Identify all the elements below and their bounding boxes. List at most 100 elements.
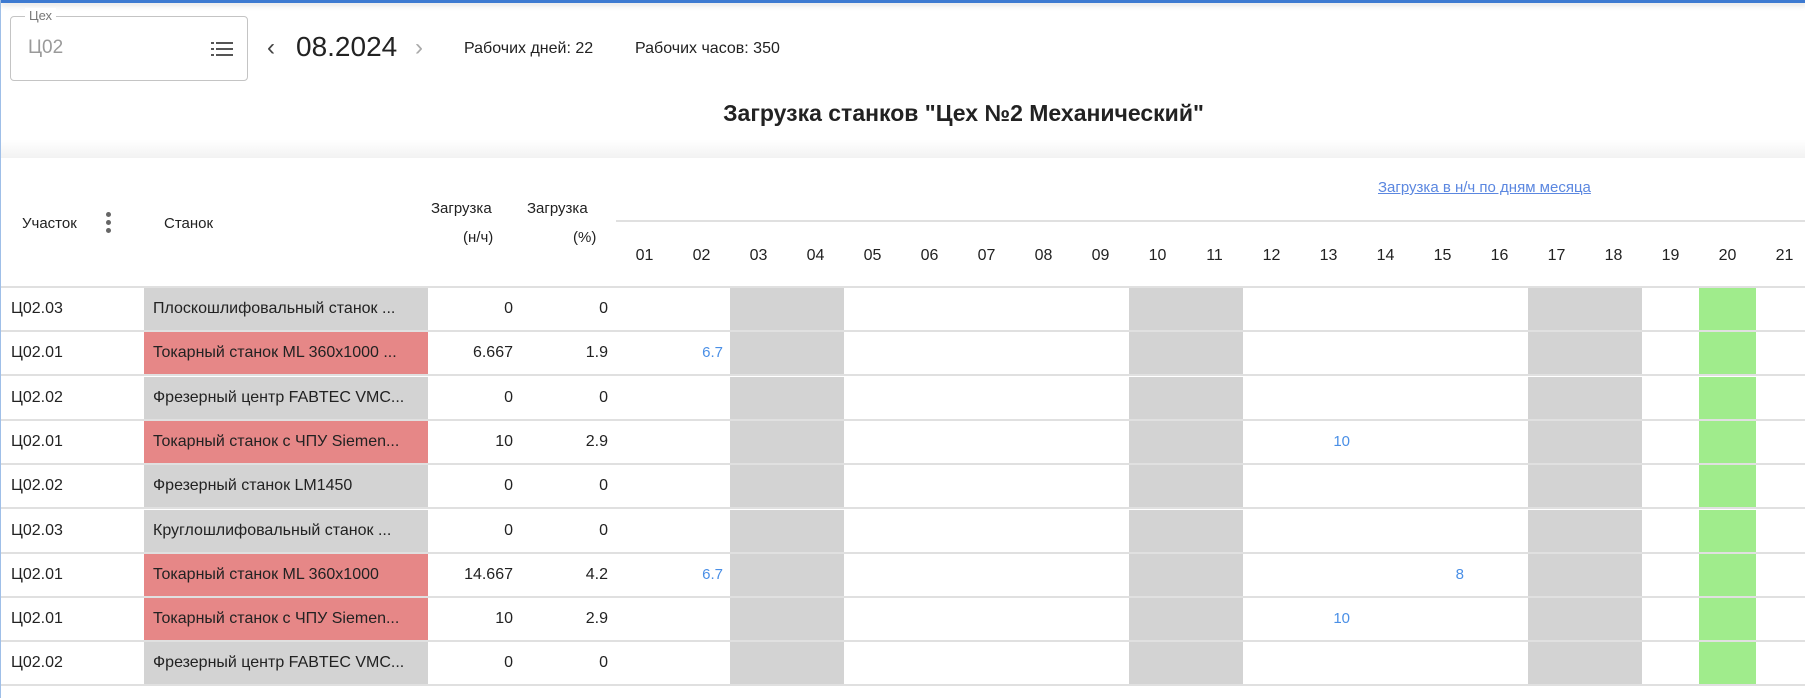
- day-cell-15[interactable]: [1414, 510, 1471, 552]
- day-cell-10[interactable]: [1129, 509, 1186, 552]
- day-cell-10[interactable]: [1129, 598, 1186, 641]
- day-cell-19[interactable]: [1642, 554, 1699, 596]
- day-cell-05[interactable]: [844, 465, 901, 507]
- day-cell-12[interactable]: [1243, 332, 1300, 374]
- day-cell-17[interactable]: [1528, 465, 1585, 508]
- day-cell-15[interactable]: [1414, 642, 1471, 684]
- table-row[interactable]: Ц02.03 Круглошлифовальный станок ... 0 0: [1, 509, 1805, 554]
- day-cell-04[interactable]: [787, 509, 844, 552]
- day-cell-05[interactable]: [844, 510, 901, 552]
- day-cell-14[interactable]: [1357, 421, 1414, 463]
- day-cell-13[interactable]: [1300, 377, 1357, 419]
- day-cell-04[interactable]: [787, 553, 844, 596]
- day-cell-20[interactable]: [1699, 553, 1756, 596]
- day-cell-18[interactable]: [1585, 332, 1642, 375]
- day-cell-14[interactable]: [1357, 332, 1414, 374]
- day-cell-09[interactable]: [1072, 421, 1129, 463]
- day-cell-11[interactable]: [1186, 598, 1243, 641]
- day-cell-21[interactable]: [1756, 510, 1805, 552]
- day-cell-09[interactable]: [1072, 288, 1129, 330]
- day-cell-11[interactable]: [1186, 332, 1243, 375]
- day-cell-11[interactable]: [1186, 288, 1243, 330]
- day-cell-19[interactable]: [1642, 288, 1699, 330]
- day-cell-08[interactable]: [1015, 465, 1072, 507]
- day-cell-11[interactable]: [1186, 420, 1243, 463]
- day-cell-12[interactable]: [1243, 598, 1300, 640]
- day-cell-09[interactable]: [1072, 598, 1129, 640]
- day-cell-12[interactable]: [1243, 421, 1300, 463]
- day-cell-01[interactable]: [616, 465, 673, 507]
- day-cell-04[interactable]: [787, 642, 844, 685]
- day-cell-06[interactable]: [901, 465, 958, 507]
- day-cell-04[interactable]: [787, 288, 844, 330]
- day-cell-13[interactable]: [1300, 288, 1357, 330]
- day-cell-20[interactable]: [1699, 420, 1756, 463]
- day-cell-04[interactable]: [787, 598, 844, 641]
- day-cell-03[interactable]: [730, 598, 787, 641]
- day-cell-18[interactable]: [1585, 465, 1642, 508]
- day-cell-12[interactable]: [1243, 288, 1300, 330]
- day-cell-17[interactable]: [1528, 332, 1585, 375]
- day-cell-06[interactable]: [901, 288, 958, 330]
- table-row[interactable]: Ц02.02 Фрезерный центр FABTEC VMC... 0 0: [1, 376, 1805, 421]
- machine-cell[interactable]: Фрезерный станок LM1450: [144, 465, 428, 508]
- day-cell-17[interactable]: [1528, 642, 1585, 685]
- day-cell-07[interactable]: [958, 332, 1015, 374]
- machine-cell[interactable]: Фрезерный центр FABTEC VMC...: [144, 642, 428, 685]
- day-cell-18[interactable]: [1585, 598, 1642, 641]
- day-cell-07[interactable]: [958, 642, 1015, 684]
- table-row[interactable]: Ц02.01 Токарный станок с ЧПУ Siemen... 1…: [1, 598, 1805, 643]
- day-cell-07[interactable]: [958, 421, 1015, 463]
- day-cell-20[interactable]: [1699, 376, 1756, 419]
- day-cell-10[interactable]: [1129, 642, 1186, 685]
- machine-cell[interactable]: Фрезерный центр FABTEC VMC...: [144, 376, 428, 419]
- day-cell-02[interactable]: [673, 465, 730, 507]
- day-cell-13[interactable]: [1300, 465, 1357, 507]
- day-cell-14[interactable]: [1357, 598, 1414, 640]
- day-cell-13[interactable]: [1300, 332, 1357, 374]
- day-cell-06[interactable]: [901, 332, 958, 374]
- day-cell-18[interactable]: [1585, 420, 1642, 463]
- day-cell-08[interactable]: [1015, 377, 1072, 419]
- header-machine[interactable]: Станок: [164, 215, 214, 232]
- day-cell-09[interactable]: [1072, 377, 1129, 419]
- chevron-right-icon[interactable]: ›: [415, 34, 423, 61]
- day-cell-17[interactable]: [1528, 509, 1585, 552]
- day-cell-08[interactable]: [1015, 332, 1072, 374]
- day-cell-13[interactable]: [1300, 554, 1357, 596]
- day-cell-01[interactable]: [616, 554, 673, 596]
- day-cell-05[interactable]: [844, 598, 901, 640]
- day-cell-08[interactable]: [1015, 642, 1072, 684]
- day-cell-02[interactable]: [673, 642, 730, 684]
- day-cell-01[interactable]: [616, 510, 673, 552]
- day-cell-13[interactable]: [1300, 510, 1357, 552]
- table-row[interactable]: Ц02.01 Токарный станок ML 360x1000 ... 6…: [1, 332, 1805, 377]
- day-cell-19[interactable]: [1642, 465, 1699, 507]
- day-cell-04[interactable]: [787, 420, 844, 463]
- day-cell-13[interactable]: 10: [1300, 598, 1357, 640]
- day-cell-21[interactable]: [1756, 421, 1805, 463]
- day-cell-08[interactable]: [1015, 598, 1072, 640]
- day-cell-18[interactable]: [1585, 288, 1642, 330]
- day-cell-21[interactable]: [1756, 598, 1805, 640]
- day-cell-15[interactable]: [1414, 377, 1471, 419]
- day-cell-03[interactable]: [730, 553, 787, 596]
- day-cell-16[interactable]: [1471, 554, 1528, 596]
- day-cell-03[interactable]: [730, 509, 787, 552]
- day-cell-07[interactable]: [958, 377, 1015, 419]
- day-cell-12[interactable]: [1243, 465, 1300, 507]
- day-cell-21[interactable]: [1756, 554, 1805, 596]
- day-cell-14[interactable]: [1357, 510, 1414, 552]
- day-cell-17[interactable]: [1528, 376, 1585, 419]
- workshop-select[interactable]: Цех Ц02: [10, 8, 248, 81]
- table-row[interactable]: Ц02.03 Плоскошлифовальный станок ... 0 0: [1, 288, 1805, 332]
- day-cell-06[interactable]: [901, 421, 958, 463]
- day-cell-20[interactable]: [1699, 465, 1756, 508]
- day-cell-15[interactable]: [1414, 288, 1471, 330]
- day-cell-04[interactable]: [787, 332, 844, 375]
- day-cell-20[interactable]: [1699, 642, 1756, 685]
- day-cell-12[interactable]: [1243, 377, 1300, 419]
- day-cell-04[interactable]: [787, 376, 844, 419]
- day-cell-18[interactable]: [1585, 642, 1642, 685]
- day-cell-09[interactable]: [1072, 554, 1129, 596]
